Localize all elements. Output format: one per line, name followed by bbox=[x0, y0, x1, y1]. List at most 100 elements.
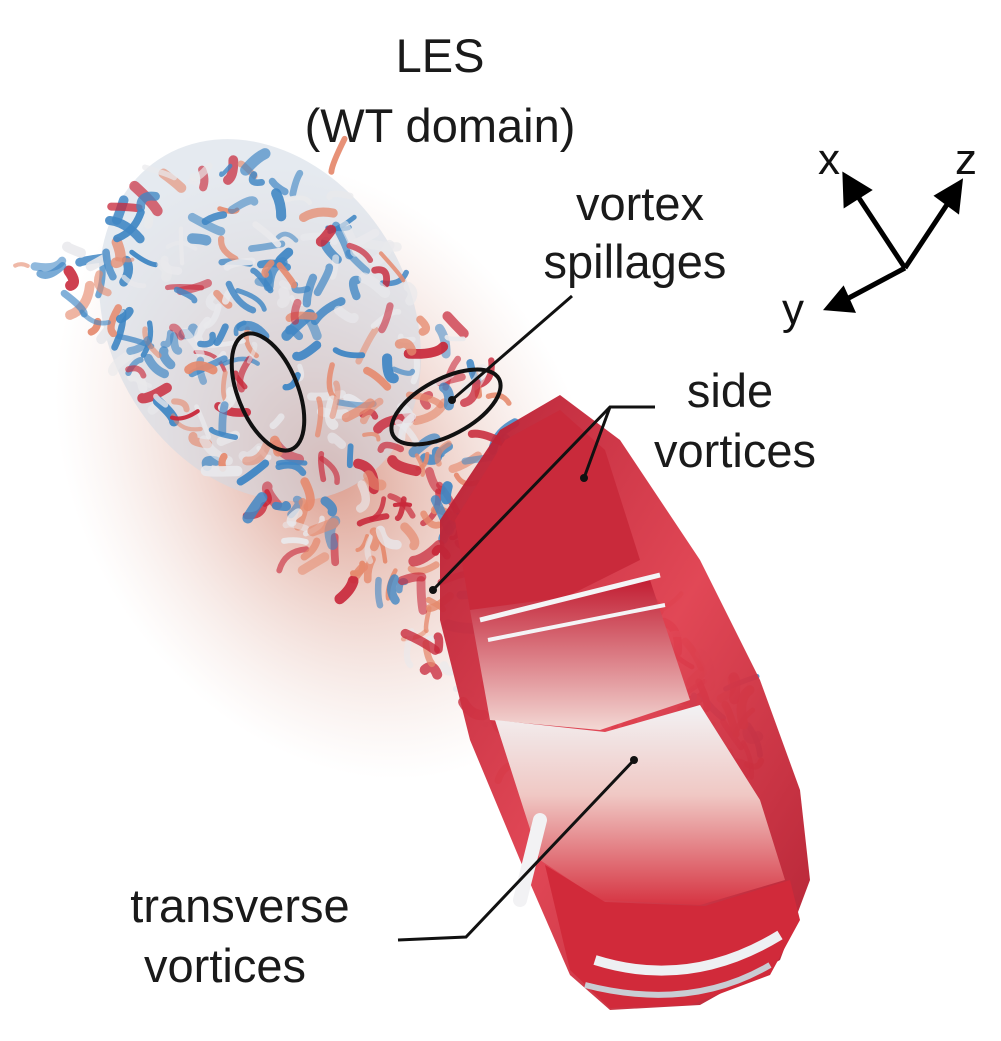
leader-side-vortices-b bbox=[582, 406, 612, 479]
vortex-tube bbox=[356, 480, 370, 513]
vortex-tube bbox=[246, 341, 258, 364]
vortex-tube bbox=[442, 311, 469, 339]
vortex-tube bbox=[257, 259, 291, 272]
label-side-vortices-1: side bbox=[686, 364, 774, 417]
vortex-tube bbox=[290, 298, 302, 325]
vortex-tube bbox=[327, 432, 347, 449]
vortex-tube bbox=[319, 455, 340, 486]
vortex-tube bbox=[225, 280, 257, 314]
vortex-tube bbox=[420, 510, 443, 529]
vortex-tube bbox=[326, 190, 354, 201]
vortex-tube bbox=[345, 249, 371, 275]
vortex-tube bbox=[276, 286, 291, 309]
title-line-1: LES bbox=[395, 29, 485, 82]
vortex-tube bbox=[125, 365, 147, 379]
vortex-tube bbox=[223, 155, 239, 185]
vortex-tube bbox=[299, 207, 338, 222]
vortex-tube bbox=[398, 413, 416, 442]
vortex-tube bbox=[137, 382, 172, 404]
vortex-tube bbox=[359, 397, 384, 425]
vortex-tube bbox=[416, 575, 428, 615]
car-model bbox=[440, 395, 810, 1010]
vortex-tube bbox=[281, 537, 309, 545]
axis-label-y: y bbox=[782, 285, 804, 334]
vortex-tube bbox=[346, 242, 374, 263]
vortex-tube bbox=[460, 378, 481, 408]
vortex-tube bbox=[194, 316, 212, 344]
vortex-tube bbox=[107, 304, 123, 338]
vortex-tube bbox=[173, 286, 198, 304]
vortex-tube bbox=[300, 477, 315, 512]
vortex-tube bbox=[363, 366, 392, 391]
vortex-tube bbox=[400, 628, 440, 655]
vortex-tube bbox=[339, 220, 360, 257]
vortex-tube bbox=[142, 204, 154, 229]
vortex-tube bbox=[313, 263, 334, 297]
vortex-tube bbox=[416, 315, 431, 336]
vortex-tube bbox=[240, 148, 271, 176]
vortex-tube bbox=[397, 572, 427, 586]
vortex-tube bbox=[377, 441, 405, 453]
vortex-tube bbox=[184, 361, 218, 375]
vortex-tube bbox=[310, 297, 346, 326]
vortex-tube bbox=[297, 552, 330, 575]
vortex-tube bbox=[271, 188, 287, 222]
vortex-tube bbox=[328, 135, 348, 175]
vortex-tube bbox=[126, 336, 152, 355]
axis-label-x: x bbox=[818, 135, 840, 184]
vortex-tube bbox=[300, 537, 321, 561]
vortex-tube bbox=[200, 465, 243, 477]
vortex-tube bbox=[261, 259, 275, 278]
vortex-tube bbox=[315, 224, 337, 247]
vortex-tube bbox=[276, 262, 297, 289]
vortex-tube bbox=[434, 440, 452, 467]
label-side-vortices-2: vortices bbox=[654, 424, 816, 477]
vortex-tube bbox=[236, 459, 270, 486]
label-transverse-vortices-1: transverse bbox=[130, 879, 350, 932]
leader-vortex-spillages bbox=[451, 294, 573, 402]
vortex-tube bbox=[187, 212, 226, 236]
vortex-tube bbox=[197, 331, 216, 348]
vortex-tube bbox=[375, 525, 402, 550]
vortex-tube bbox=[419, 662, 443, 680]
vortex-tube bbox=[341, 398, 375, 423]
spillage-ellipse-left bbox=[229, 331, 307, 453]
coordinate-axes bbox=[823, 171, 964, 313]
axis-y-arrow bbox=[843, 265, 907, 303]
axis-x-arrow bbox=[852, 190, 908, 270]
vortex-tube bbox=[252, 221, 282, 248]
vortex-tube bbox=[400, 522, 420, 551]
vortex-tube bbox=[269, 413, 285, 430]
vortex-tube bbox=[93, 270, 112, 297]
vortex-tube bbox=[187, 233, 212, 246]
vortex-tube bbox=[115, 306, 134, 324]
vortex-tube bbox=[282, 371, 301, 391]
vortex-tube bbox=[382, 353, 399, 384]
vortex-tube bbox=[115, 257, 135, 263]
vortex-tube bbox=[102, 248, 117, 281]
vortex-tube bbox=[356, 238, 402, 252]
vortex-tube bbox=[275, 247, 294, 266]
vortex-tube bbox=[242, 441, 271, 466]
leader-transverse-vortices bbox=[397, 758, 636, 942]
vortex-tube bbox=[189, 162, 213, 182]
vortex-tube bbox=[387, 493, 416, 519]
vortex-tube bbox=[358, 272, 391, 299]
vortex-tube bbox=[127, 371, 148, 393]
vortex-tube bbox=[213, 323, 229, 346]
vortex-tube bbox=[362, 431, 381, 442]
vortex-tube bbox=[242, 492, 268, 524]
vortex-tube bbox=[181, 327, 205, 359]
vortex-tube bbox=[334, 305, 359, 324]
vortex-tube bbox=[275, 461, 307, 476]
vortex-tube bbox=[346, 443, 354, 469]
vortex-tube bbox=[208, 427, 239, 440]
vortex-tube bbox=[223, 257, 256, 271]
axis-label-z: z bbox=[955, 135, 977, 184]
vortex-tube bbox=[348, 275, 362, 301]
car-grille bbox=[593, 930, 783, 976]
vortex-tube bbox=[227, 196, 259, 214]
vortex-tube bbox=[250, 267, 274, 294]
